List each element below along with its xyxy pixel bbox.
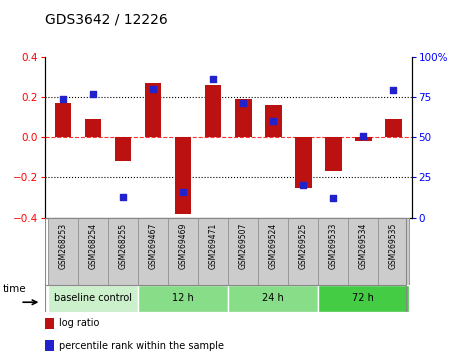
Bar — [45, 318, 54, 329]
Text: GSM269534: GSM269534 — [359, 223, 368, 269]
Text: time: time — [2, 284, 26, 295]
Bar — [228, 285, 318, 312]
Point — [149, 86, 157, 92]
Point — [119, 194, 127, 200]
Bar — [205, 85, 221, 137]
Bar — [45, 341, 54, 350]
Bar — [108, 218, 138, 285]
Text: GSM269524: GSM269524 — [269, 223, 278, 269]
Text: GSM269525: GSM269525 — [299, 223, 308, 269]
Bar — [168, 218, 198, 285]
Point — [390, 88, 397, 93]
Bar — [289, 218, 318, 285]
Point — [359, 133, 367, 138]
Bar — [325, 137, 342, 171]
Point — [270, 118, 277, 124]
Text: GDS3642 / 12226: GDS3642 / 12226 — [45, 12, 168, 27]
Bar — [78, 218, 108, 285]
Point — [179, 189, 187, 195]
Bar — [85, 119, 101, 137]
Point — [299, 183, 307, 188]
Text: GSM269469: GSM269469 — [179, 223, 188, 269]
Text: log ratio: log ratio — [59, 318, 99, 329]
Point — [89, 91, 97, 97]
Point — [330, 195, 337, 201]
Bar — [48, 285, 138, 312]
Bar — [265, 105, 281, 137]
Text: GSM268254: GSM268254 — [88, 223, 97, 269]
Bar — [318, 285, 409, 312]
Text: GSM269467: GSM269467 — [149, 223, 158, 269]
Bar — [235, 99, 252, 137]
Point — [59, 96, 67, 101]
Bar — [145, 83, 161, 137]
Bar — [115, 137, 131, 161]
Text: baseline control: baseline control — [54, 293, 132, 303]
Text: 72 h: 72 h — [352, 293, 374, 303]
Text: GSM269471: GSM269471 — [209, 223, 218, 269]
Bar — [138, 285, 228, 312]
Text: GSM268253: GSM268253 — [59, 223, 68, 269]
Text: GSM269507: GSM269507 — [239, 223, 248, 269]
Bar — [258, 218, 289, 285]
Bar — [55, 103, 71, 137]
Point — [239, 101, 247, 106]
Bar — [349, 218, 378, 285]
Bar — [295, 137, 312, 188]
Bar — [378, 218, 409, 285]
Bar — [138, 218, 168, 285]
Text: GSM269535: GSM269535 — [389, 223, 398, 269]
Bar — [175, 137, 192, 214]
Point — [210, 76, 217, 82]
Text: 12 h: 12 h — [172, 293, 194, 303]
Bar — [48, 218, 78, 285]
Bar — [318, 218, 349, 285]
Bar — [385, 119, 402, 137]
Text: 24 h: 24 h — [263, 293, 284, 303]
Text: GSM268255: GSM268255 — [119, 223, 128, 269]
Bar — [228, 218, 258, 285]
Text: GSM269533: GSM269533 — [329, 223, 338, 269]
Bar — [355, 137, 372, 141]
Bar — [198, 218, 228, 285]
Text: percentile rank within the sample: percentile rank within the sample — [59, 341, 224, 350]
